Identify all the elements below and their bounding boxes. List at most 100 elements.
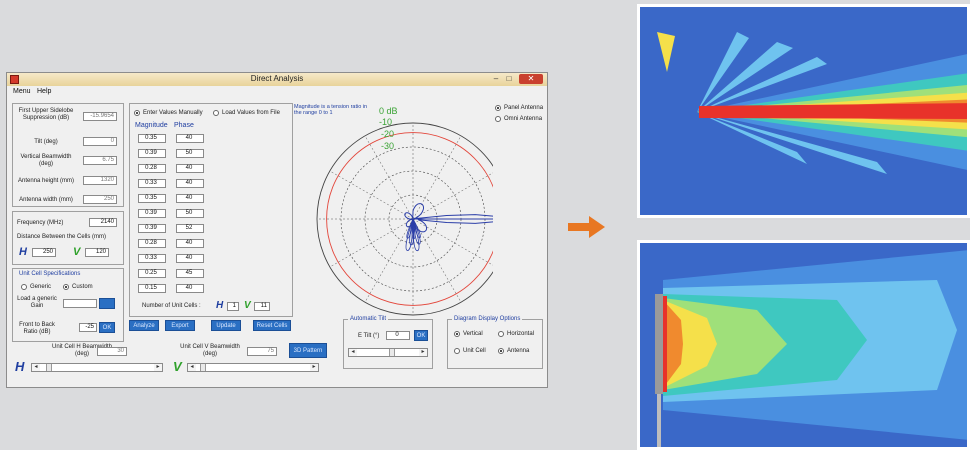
3d-pattern-button[interactable]: 3D Pattern [289, 343, 327, 358]
antenna-params-group: First Upper Sidelobe Suppression (dB) -1… [12, 103, 124, 207]
h-distance-field[interactable]: 250 [32, 248, 56, 257]
phase-field[interactable]: 40 [176, 194, 204, 203]
magnitude-field[interactable]: 0.33 [138, 254, 166, 263]
magnitude-field[interactable]: 0.25 [138, 269, 166, 278]
magnitude-field[interactable]: 0.15 [138, 284, 166, 293]
magnitude-field[interactable]: 0.39 [138, 224, 166, 233]
automatic-tilt-group: Automatic Tilt E Tilt (°) 0 OK ◂ ▸ [343, 316, 433, 369]
magnitude-field[interactable]: 0.28 [138, 164, 166, 173]
display-options-title: Diagram Display Options [452, 316, 523, 323]
etilt-slider-right-arrow[interactable]: ▸ [419, 349, 427, 356]
cell-distance-label: Distance Between the Cells (mm) [17, 234, 107, 240]
etilt-slider-left-arrow[interactable]: ◂ [349, 349, 357, 356]
generic-radio-label: Generic [30, 284, 52, 290]
arrow-shaft [568, 223, 590, 231]
v-slider-right-arrow[interactable]: ▸ [310, 364, 318, 371]
num-cells-v-field[interactable]: 11 [254, 302, 270, 311]
v-beamwidth-field[interactable]: 75 [247, 347, 277, 356]
front-back-field[interactable]: -25 [79, 323, 97, 332]
phase-field[interactable]: 40 [176, 239, 204, 248]
unit-cell-radio[interactable] [454, 348, 460, 354]
magnitude-field[interactable]: 0.39 [138, 209, 166, 218]
load-gain-field[interactable] [63, 299, 97, 308]
ring-label: -30 [381, 141, 394, 151]
unit-cell-group: Unit Cell Specifications Generic Custom … [12, 268, 124, 342]
phase-field[interactable]: 40 [176, 284, 204, 293]
phase-field[interactable]: 40 [176, 254, 204, 263]
title-bar[interactable]: Direct Analysis – □ ✕ [7, 73, 547, 86]
magnitude-field[interactable]: 0.28 [138, 239, 166, 248]
sidelobe-field[interactable]: -15.9654 [83, 112, 117, 121]
magnitude-field[interactable]: 0.39 [138, 149, 166, 158]
panel-antenna-radio[interactable] [495, 105, 501, 111]
num-cells-h-field[interactable]: 1 [227, 302, 239, 311]
front-back-ok-button[interactable]: OK [99, 322, 115, 333]
frequency-field[interactable]: 2140 [89, 218, 117, 227]
magnitude-note: Magnitude is a tension ratio in the rang… [294, 104, 368, 116]
vertical-radio[interactable] [454, 331, 460, 337]
polar-spoke [412, 218, 462, 303]
tilt-field[interactable]: 0 [83, 137, 117, 146]
num-h-symbol: H [216, 300, 224, 311]
minimize-button[interactable]: – [493, 74, 499, 83]
app-icon [10, 75, 19, 84]
generic-radio[interactable] [21, 284, 27, 290]
v-beamwidth-slider[interactable]: ◂ ▸ [187, 363, 319, 372]
side-lobe [405, 218, 414, 251]
etilt-slider-thumb[interactable] [389, 349, 395, 356]
analyze-button[interactable]: Analyze [129, 320, 159, 331]
height-field[interactable]: 1320 [83, 176, 117, 185]
v-distance-field[interactable]: 120 [85, 248, 109, 257]
magnitude-field[interactable]: 0.35 [138, 194, 166, 203]
file-values-radio[interactable] [213, 110, 219, 116]
export-button[interactable]: Export [165, 320, 195, 331]
custom-radio-label: Custom [72, 284, 93, 290]
arrow-right-icon [589, 216, 605, 238]
antenna-radio[interactable] [498, 348, 504, 354]
phase-field[interactable]: 50 [176, 209, 204, 218]
v-slider-left-arrow[interactable]: ◂ [188, 364, 196, 371]
unit-cell-radio-label: Unit Cell [463, 348, 486, 354]
close-button[interactable]: ✕ [519, 74, 543, 84]
etilt-slider[interactable]: ◂ ▸ [348, 348, 428, 357]
magnitude-field[interactable]: 0.33 [138, 179, 166, 188]
h-beamwidth-slider[interactable]: ◂ ▸ [31, 363, 163, 372]
phase-field[interactable]: 52 [176, 224, 204, 233]
v-symbol: V [73, 246, 81, 258]
omni-antenna-radio[interactable] [495, 116, 501, 122]
file-values-label: Load Values from File [222, 110, 280, 116]
reset-cells-button[interactable]: Reset Cells [253, 320, 291, 331]
update-button[interactable]: Update [211, 320, 241, 331]
vertical-field-heatmap [637, 240, 970, 450]
magnitude-field[interactable]: 0.35 [138, 134, 166, 143]
polar-plot-area: Magnitude is a tension ratio in the rang… [293, 103, 493, 343]
phase-field[interactable]: 40 [176, 134, 204, 143]
h-slider-thumb[interactable] [46, 364, 52, 371]
phase-field[interactable]: 40 [176, 164, 204, 173]
maximize-button[interactable]: □ [506, 74, 512, 83]
phase-field[interactable]: 50 [176, 149, 204, 158]
h-beamwidth-field[interactable]: 30 [97, 347, 127, 356]
h-slider-symbol: H [15, 359, 25, 374]
h-slider-left-arrow[interactable]: ◂ [32, 364, 40, 371]
horizontal-radio[interactable] [498, 331, 504, 337]
manual-values-radio[interactable] [134, 110, 140, 116]
menu-item-menu[interactable]: Menu [13, 88, 31, 95]
v-slider-thumb[interactable] [200, 364, 206, 371]
width-label: Antenna width (mm) [19, 197, 73, 203]
width-field[interactable]: 250 [83, 195, 117, 204]
polar-spoke [329, 170, 414, 220]
phase-field[interactable]: 40 [176, 179, 204, 188]
frequency-label: Frequency (MHz) [17, 220, 64, 226]
cell-values-group: Enter Values Manually Load Values from F… [129, 103, 293, 317]
h-slider-right-arrow[interactable]: ▸ [154, 364, 162, 371]
menu-item-help[interactable]: Help [37, 88, 52, 95]
horizontal-field-image [640, 7, 967, 215]
etilt-field[interactable]: 0 [386, 331, 410, 340]
vbeam-field[interactable]: 6.75 [83, 156, 117, 165]
load-gain-button[interactable] [99, 298, 115, 309]
custom-radio[interactable] [63, 284, 69, 290]
etilt-ok-button[interactable]: OK [414, 330, 428, 341]
phase-field[interactable]: 45 [176, 269, 204, 278]
horizontal-field-heatmap [637, 4, 970, 218]
